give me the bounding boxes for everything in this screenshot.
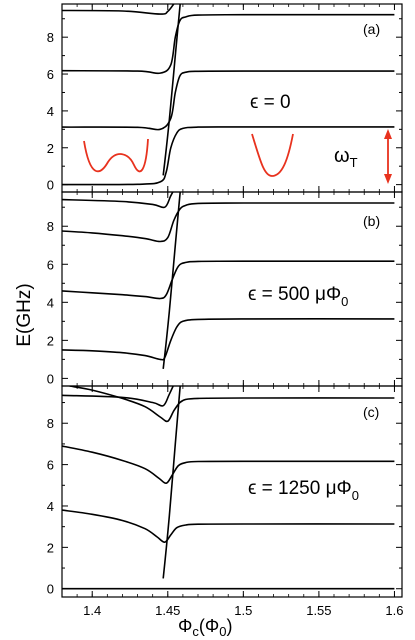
energy-level-curve-0 [62,126,395,186]
x-axis-label: Φc(Φ0) [178,616,232,639]
x-tick-label: 1.4 [83,603,101,618]
y-tick-label: 0 [47,178,54,193]
energy-level-curve-2 [62,445,395,485]
epsilon-annotation: ϵ = 500 μΦ0 [248,284,348,309]
y-tick-label: 0 [47,582,54,597]
single-well-potential-icon [251,133,294,177]
series-group [62,192,395,369]
energy-level-curve-3 [62,4,175,15]
panel-1: 0 2 4 6 8 (b) ϵ = 500 μΦ0 [47,191,403,387]
omega-label: ωT [334,145,358,170]
energy-level-curve-3 [69,386,395,423]
energy-level-curve-1 [62,260,395,300]
x-tick-label: 1.45 [155,603,180,618]
y-tick-label: 4 [47,499,54,514]
epsilon-annotation: ϵ = 0 [250,92,291,113]
x-tick-label: 1.6 [385,603,403,618]
y-tick-label: 8 [47,30,54,45]
energy-level-curve-2 [62,202,395,243]
series-group [62,4,395,186]
x-tick-label: 1.55 [306,603,331,618]
energy-level-curve-4 [162,4,181,176]
omega-arrow-head-down [384,174,392,184]
energy-level-curve-1 [62,70,395,131]
y-tick-label: 8 [47,416,54,431]
y-tick-label: 4 [47,295,54,310]
panel-0: 0 2 4 6 8 (a) ϵ = 0 [47,3,403,193]
panel-label: (a) [363,21,380,37]
series-group [62,386,395,590]
energy-level-curve-3 [62,192,174,209]
energy-level-curve-4 [62,386,175,407]
y-tick-label: 6 [47,257,54,272]
x-tick-label: 1.5 [234,603,252,618]
energy-level-curve-5 [162,386,181,579]
energy-level-curve-4 [162,192,181,369]
energy-level-curve-0 [62,318,395,361]
panel-label: (b) [363,213,380,229]
double-well-potential-icon [83,138,149,173]
y-tick-label: 0 [47,371,54,386]
y-tick-label: 2 [47,333,54,348]
energy-level-curve-1 [62,509,395,543]
panel-2: 0 2 4 6 8 1.4 1.45 1.5 1.55 1.6 (c) ϵ = 1250 μΦ0 [47,385,403,618]
epsilon-annotation: ϵ = 1250 μΦ0 [248,478,359,503]
y-tick-label: 4 [47,104,54,119]
y-tick-label: 2 [47,540,54,555]
y-axis-label: E(GHz) [14,283,35,346]
panels: 0 2 4 6 8 (a) ϵ = 0 0 2 4 6 8 (b) ϵ = 500 μΦ0 0 2 4 6 8 1.4… [47,3,403,618]
y-tick-label: 2 [47,141,54,156]
y-tick-label: 6 [47,67,54,82]
y-tick-label: 8 [47,219,54,234]
omega-arrow-head-up [384,129,392,139]
panel-frame [61,191,403,387]
energy-level-curve-2 [62,13,395,75]
panel-frame [61,385,403,598]
y-tick-label: 6 [47,458,54,473]
panel-label: (c) [363,404,379,420]
